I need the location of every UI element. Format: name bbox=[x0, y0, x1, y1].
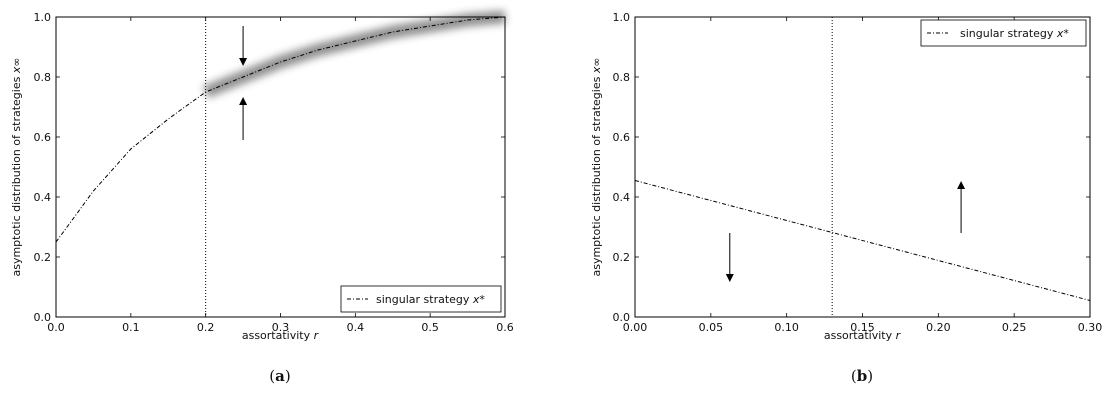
y-tick-label: 0.8 bbox=[613, 71, 631, 84]
panel-b-ticks: 0.00 0.05 0.10 0.15 0.20 0.25 0.30 0.0 0.2 0.4 0.6… bbox=[613, 11, 1103, 334]
panel-b-marks bbox=[634, 17, 1091, 317]
x-tick-label: 0.15 bbox=[850, 321, 875, 334]
y-tick-label: 0.6 bbox=[34, 131, 52, 144]
panel-a-legend: singular strategy x* bbox=[340, 285, 502, 313]
panel-b-ylabel: asymptotic distribution of strategies x∞ bbox=[590, 57, 603, 276]
series-line-singular-strategy bbox=[55, 16, 506, 243]
x-tick-label: 0.4 bbox=[347, 321, 365, 334]
x-tick-label: 0.30 bbox=[1078, 321, 1103, 334]
y-tick-label: 0.4 bbox=[34, 191, 52, 204]
panel-b-axes-frame bbox=[634, 16, 1091, 318]
y-tick-label: 1.0 bbox=[613, 11, 631, 24]
panel-a-marks bbox=[55, 16, 506, 317]
panel-b-legend-box bbox=[920, 19, 1087, 47]
y-tick-label: 0.2 bbox=[34, 251, 52, 264]
series-line-singular-strategy bbox=[634, 180, 1091, 301]
panel-b: 0.00 0.05 0.10 0.15 0.20 0.25 0.30 0.0 0.2 0.4 0.6… bbox=[590, 11, 1102, 385]
panel-a-xlabel: assortativity r bbox=[242, 329, 320, 342]
y-tick-label: 0.4 bbox=[613, 191, 631, 204]
panel-b-density bbox=[635, 13, 1090, 321]
panel-a-caption: (a) bbox=[269, 367, 290, 385]
y-tick-label: 0.2 bbox=[613, 251, 631, 264]
panel-a: 0.0 0.1 0.2 0.3 0.4 0.5 0.60.00.20.40.60.81.0 … bbox=[10, 10, 514, 385]
x-tick-label: 0.2 bbox=[197, 321, 215, 334]
panel-b-xlabel: assortativity r bbox=[824, 329, 902, 342]
x-tick-label: 0.6 bbox=[496, 321, 514, 334]
panel-b-legend: singular strategy x* bbox=[920, 19, 1087, 47]
y-tick-label: 0.0 bbox=[34, 311, 52, 324]
x-tick-label: 0.20 bbox=[926, 321, 951, 334]
density-band-curve bbox=[203, 10, 506, 99]
x-tick-label: 0.10 bbox=[774, 321, 799, 334]
y-tick-label: 0.8 bbox=[34, 71, 52, 84]
y-tick-label: 1.0 bbox=[34, 11, 52, 24]
x-tick-label: 0.05 bbox=[699, 321, 724, 334]
x-tick-label: 0.25 bbox=[1002, 321, 1027, 334]
panel-a-ticks: 0.0 0.1 0.2 0.3 0.4 0.5 0.6 0.0 0.2 0.4 0.6 0.8 1.0 bbox=[34, 11, 514, 334]
panel-b-legend-label: singular strategy x* bbox=[960, 27, 1069, 40]
y-tick-label: 0.6 bbox=[613, 131, 631, 144]
panel-b-caption: (b) bbox=[851, 367, 873, 385]
y-tick-label: 0.0 bbox=[613, 311, 631, 324]
x-tick-label: 0.1 bbox=[122, 321, 140, 334]
x-tick-label: 0.0 bbox=[47, 321, 65, 334]
panel-a-legend-label: singular strategy x* bbox=[376, 293, 485, 306]
x-tick-label: 0.3 bbox=[272, 321, 290, 334]
panel-a-ylabel: asymptotic distribution of strategies x∞ bbox=[10, 57, 23, 276]
x-tick-label: 0.00 bbox=[623, 321, 648, 334]
x-tick-label: 0.5 bbox=[421, 321, 439, 334]
